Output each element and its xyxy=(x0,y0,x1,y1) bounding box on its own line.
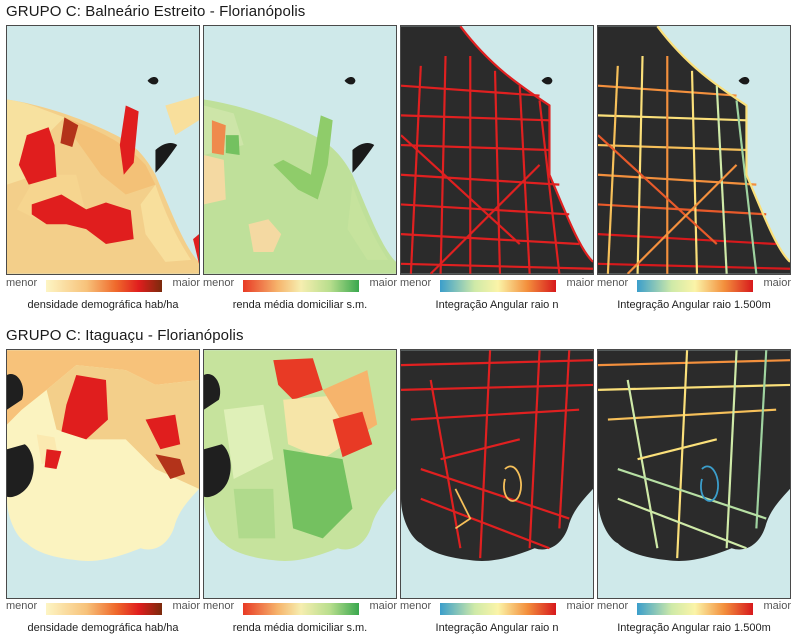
legend-max-label: maior xyxy=(172,277,200,289)
legend-density-balneario: menor maior densidade demográfica hab/ha xyxy=(6,277,200,317)
legend-integration-n-balneario: menor maior Integração Angular raio n xyxy=(400,277,594,317)
group-title-balneario: GRUPO C: Balneário Estreito - Florianópo… xyxy=(6,3,306,20)
legend-title: renda média domiciliar s.m. xyxy=(232,299,368,311)
legend-max-label: maior xyxy=(172,600,200,612)
legend-integration-n-itaguacu: menor maior Integração Angular raio n xyxy=(400,600,594,640)
legend-max-label: maior xyxy=(566,277,594,289)
legend-max-label: maior xyxy=(763,277,791,289)
legend-color-ramp xyxy=(243,603,359,615)
legend-title: renda média domiciliar s.m. xyxy=(232,622,368,634)
legend-color-ramp xyxy=(440,280,556,292)
legend-title: Integração Angular raio n xyxy=(435,299,559,311)
group-title-itaguacu: GRUPO C: Itaguaçu - Florianópolis xyxy=(6,327,244,344)
legend-min-label: menor xyxy=(6,600,38,612)
legend-income-balneario: menor maior renda média domiciliar s.m. xyxy=(203,277,397,317)
legend-color-ramp xyxy=(46,603,162,615)
legend-title: densidade demográfica hab/ha xyxy=(27,299,179,311)
legend-max-label: maior xyxy=(369,600,397,612)
map-integration-n-itaguacu xyxy=(400,349,594,599)
legend-color-ramp xyxy=(637,280,753,292)
legend-min-label: menor xyxy=(400,277,432,289)
map-density-itaguacu xyxy=(6,349,200,599)
map-income-itaguacu xyxy=(203,349,397,599)
map-density-balneario xyxy=(6,25,200,275)
legend-title: Integração Angular raio 1.500m xyxy=(617,622,771,634)
legend-min-label: menor xyxy=(400,600,432,612)
legend-title: Integração Angular raio n xyxy=(435,622,559,634)
legend-color-ramp xyxy=(243,280,359,292)
legend-color-ramp xyxy=(637,603,753,615)
legend-min-label: menor xyxy=(597,600,629,612)
legend-density-itaguacu: menor maior densidade demográfica hab/ha xyxy=(6,600,200,640)
legend-title: Integração Angular raio 1.500m xyxy=(617,299,771,311)
legend-income-itaguacu: menor maior renda média domiciliar s.m. xyxy=(203,600,397,640)
map-integration-1500-balneario xyxy=(597,25,791,275)
legend-integration-1500-itaguacu: menor maior Integração Angular raio 1.50… xyxy=(597,600,791,640)
legend-max-label: maior xyxy=(369,277,397,289)
legend-title: densidade demográfica hab/ha xyxy=(27,622,179,634)
legend-color-ramp xyxy=(440,603,556,615)
legend-min-label: menor xyxy=(6,277,38,289)
map-integration-1500-itaguacu xyxy=(597,349,791,599)
legend-max-label: maior xyxy=(566,600,594,612)
map-income-balneario xyxy=(203,25,397,275)
legend-min-label: menor xyxy=(203,600,235,612)
legend-min-label: menor xyxy=(203,277,235,289)
legend-color-ramp xyxy=(46,280,162,292)
legend-integration-1500-balneario: menor maior Integração Angular raio 1.50… xyxy=(597,277,791,317)
legend-min-label: menor xyxy=(597,277,629,289)
legend-max-label: maior xyxy=(763,600,791,612)
map-integration-n-balneario xyxy=(400,25,594,275)
